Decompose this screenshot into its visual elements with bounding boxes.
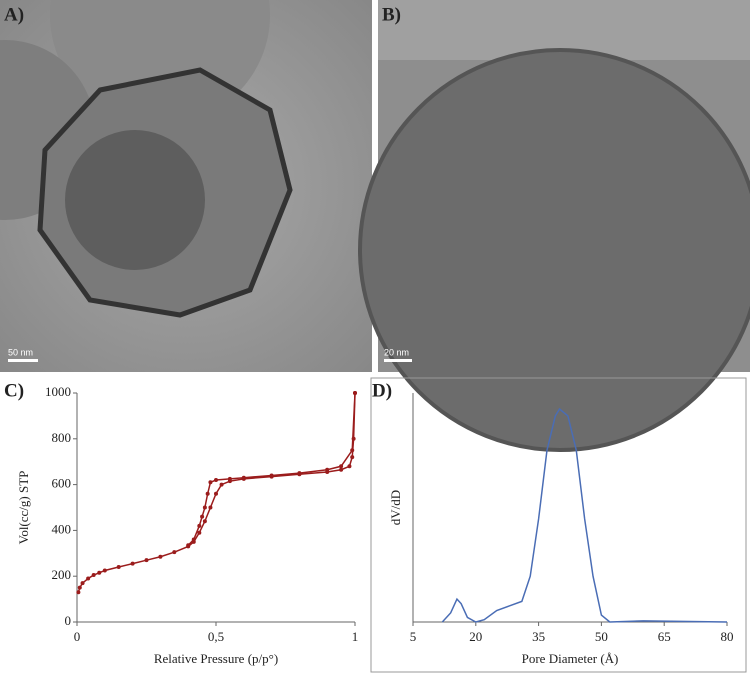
point [214, 491, 218, 496]
x-tick-label: 0 [74, 629, 81, 644]
point [91, 573, 96, 578]
point [227, 476, 232, 481]
point [102, 568, 107, 573]
point [339, 467, 344, 472]
x-tick-label: 50 [595, 629, 608, 644]
x-tick-label: 35 [532, 629, 545, 644]
point [347, 464, 352, 469]
scale-bar-label: 20 nm [384, 347, 409, 357]
point [241, 475, 246, 480]
y-axis-label: dV/dD [388, 490, 403, 525]
panel-label: B) [382, 4, 401, 25]
point [86, 576, 91, 581]
point [116, 565, 121, 570]
x-tick-label: 20 [469, 629, 482, 644]
y-tick-label: 600 [52, 476, 72, 491]
x-tick-label: 65 [658, 629, 671, 644]
x-axis-label: Pore Diameter (Å) [522, 651, 619, 666]
point [219, 482, 224, 487]
y-tick-label: 400 [52, 521, 72, 536]
point [186, 543, 191, 548]
point [350, 455, 355, 460]
panel-frame [370, 377, 747, 673]
point [200, 514, 205, 519]
point [208, 480, 213, 485]
y-tick-label: 1000 [45, 384, 71, 399]
point [172, 550, 177, 555]
point [202, 505, 207, 510]
x-tick-label: 1 [352, 629, 359, 644]
point [97, 570, 102, 575]
point [214, 478, 218, 483]
x-tick-label: 0,5 [208, 629, 224, 644]
point [339, 464, 344, 469]
y-axis-label: Vol(cc/g) STP [16, 471, 31, 545]
x-axis-label: Relative Pressure (p/p°) [154, 651, 278, 666]
point [144, 558, 149, 563]
x-tick-label: 5 [410, 629, 417, 644]
tem-image-b: B) 20 nm [358, 0, 750, 452]
scale-bar-label: 50 nm [8, 347, 33, 357]
point [205, 491, 210, 496]
point [208, 505, 213, 510]
series-line [187, 392, 356, 546]
series-line [441, 407, 728, 623]
point [297, 471, 302, 476]
tem-image-a: A) 50 nm [0, 0, 372, 372]
point [76, 590, 81, 595]
point [197, 523, 202, 528]
point [202, 519, 207, 524]
point [80, 581, 85, 586]
y-tick-label: 200 [52, 567, 72, 582]
panel-label: A) [4, 4, 24, 25]
point [353, 391, 357, 395]
point [269, 473, 274, 478]
point [197, 530, 202, 535]
point [77, 585, 82, 590]
y-tick-label: 800 [52, 430, 72, 445]
panel-label: D) [372, 380, 392, 401]
x-tick-label: 80 [721, 629, 734, 644]
point [191, 537, 196, 542]
point [130, 561, 135, 566]
panel-label: C) [4, 380, 24, 401]
point [350, 448, 355, 453]
point [158, 554, 163, 559]
y-tick-label: 0 [65, 613, 72, 628]
point [325, 467, 330, 472]
